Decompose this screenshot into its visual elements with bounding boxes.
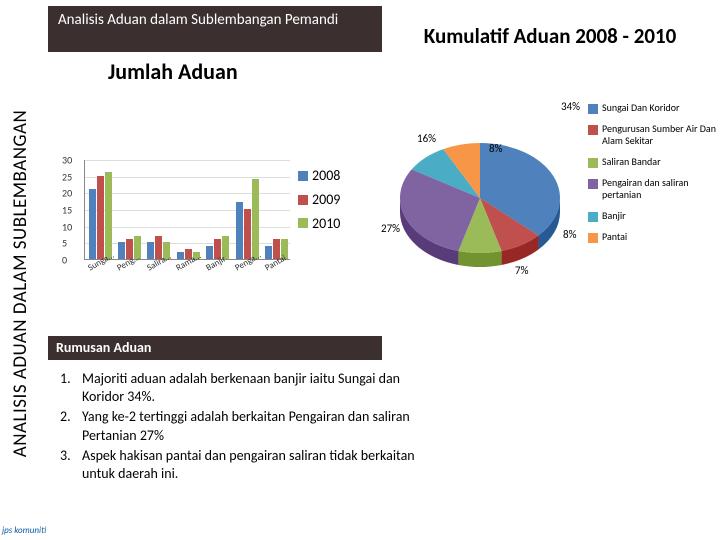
pie-pct-label: 16% (417, 132, 436, 145)
bar (118, 242, 125, 259)
pie-legend-item: Banjir (588, 210, 720, 222)
header-title-box: Analisis Aduan dalam Sublembangan Pemand… (48, 6, 382, 52)
bar-chart-title: Jumlah Aduan (108, 58, 238, 85)
bar-chart: 051015202530 Sunga…Peng…Salira…Rama…Banj… (56, 160, 304, 288)
pie-legend-item: Pengairan dan saliran pertanian (588, 177, 720, 201)
bar-group (89, 172, 112, 259)
bar-group (236, 179, 259, 259)
legend-label: Banjir (602, 210, 720, 222)
summary-title-box: Rumusan Aduan (48, 336, 382, 360)
legend-swatch (588, 104, 598, 114)
legend-swatch (588, 212, 598, 222)
legend-swatch (588, 125, 598, 135)
legend-swatch (588, 233, 598, 243)
bar (252, 179, 259, 259)
legend-swatch (588, 158, 598, 168)
bar-ytick: 5 (62, 237, 67, 250)
bar-legend-item: 2010 (298, 212, 340, 236)
bar (236, 202, 243, 259)
pie-chart-title: Kumulatif Aduan 2008 - 2010 (410, 24, 690, 48)
summary-item-text: Aspek hakisan pantai dan pengairan salir… (82, 447, 420, 483)
legend-label: 2008 (312, 164, 340, 188)
legend-label: Pantai (602, 231, 720, 243)
bar (147, 242, 154, 259)
summary-item: 3.Aspek hakisan pantai dan pengairan sal… (60, 447, 420, 483)
pie-pct-label: 8% (563, 228, 576, 241)
sidebar-vertical-label: ANALISIS ADUAN DALAM SUBLEMBANGAN (4, 68, 38, 498)
summary-list: 1.Majoriti aduan adalah berkenaan banjir… (60, 370, 420, 485)
pie-pct-label: 7% (515, 264, 528, 277)
logo-text: jps komuniti (2, 525, 46, 536)
bar-chart-legend: 200820092010 (298, 164, 340, 235)
summary-item-number: 1. (60, 370, 82, 406)
bar-ytick: 25 (62, 170, 72, 183)
summary-item-number: 3. (60, 447, 82, 483)
bar (105, 172, 112, 259)
bar-ytick: 30 (62, 154, 72, 167)
bar-chart-axes (84, 160, 290, 260)
pie-legend-item: Saliran Bandar (588, 156, 720, 168)
summary-item-text: Yang ke-2 tertinggi adalah berkaitan Pen… (82, 408, 420, 444)
summary-item-number: 2. (60, 408, 82, 444)
legend-label: Pengurusan Sumber Air Dan Alam Sekitar (602, 123, 720, 147)
bar-ytick: 15 (62, 204, 72, 217)
sidebar-text: ANALISIS ADUAN DALAM SUBLEMBANGAN (10, 109, 33, 456)
legend-swatch (588, 179, 598, 189)
bar (244, 209, 251, 259)
pie-legend-item: Pengurusan Sumber Air Dan Alam Sekitar (588, 123, 720, 147)
legend-swatch (298, 195, 308, 205)
summary-item: 2.Yang ke-2 tertinggi adalah berkaitan P… (60, 408, 420, 444)
pie-pct-label: 27% (381, 222, 400, 235)
pie-legend-item: Sungai Dan Koridor (588, 102, 720, 114)
bar (89, 189, 96, 259)
bar (265, 246, 272, 259)
bar-ytick: 0 (62, 254, 67, 267)
pie-chart: 34%16%8%27%8%7% (375, 108, 585, 288)
bar-legend-item: 2008 (298, 164, 340, 188)
summary-item-text: Majoriti aduan adalah berkenaan banjir i… (82, 370, 420, 406)
legend-label: Sungai Dan Koridor (602, 102, 720, 114)
bar-legend-item: 2009 (298, 188, 340, 212)
legend-label: 2009 (312, 188, 340, 212)
legend-label: 2010 (312, 212, 340, 236)
bar-ytick: 10 (62, 220, 72, 233)
pie-legend-item: Pantai (588, 231, 720, 243)
legend-label: Saliran Bandar (602, 156, 720, 168)
legend-swatch (298, 171, 308, 181)
bar (206, 246, 213, 259)
legend-label: Pengairan dan saliran pertanian (602, 177, 720, 201)
pie-chart-legend: Sungai Dan Koridor Pengurusan Sumber Air … (588, 102, 720, 252)
pie-pct-label: 34% (561, 100, 580, 113)
pie-pct-label: 8% (489, 142, 502, 155)
legend-swatch (298, 218, 308, 228)
summary-item: 1.Majoriti aduan adalah berkenaan banjir… (60, 370, 420, 406)
bar-ytick: 20 (62, 187, 72, 200)
bar (97, 176, 104, 259)
